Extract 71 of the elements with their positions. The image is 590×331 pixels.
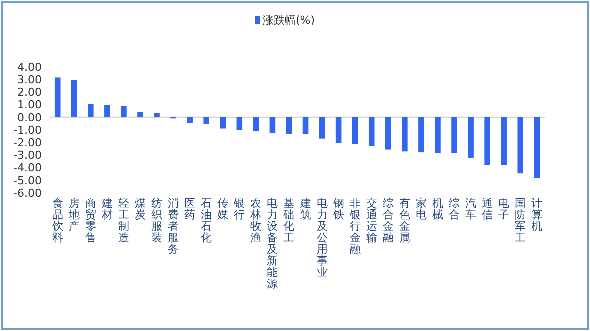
bar [236, 117, 243, 131]
bar [319, 117, 326, 139]
bar [270, 117, 276, 134]
legend-label: 涨跌幅(%) [263, 14, 316, 27]
bar [138, 112, 144, 118]
bar [220, 117, 226, 129]
x-tick-label: 综合 [449, 197, 460, 222]
x-tick-label: 计算机 [532, 197, 543, 233]
bar [154, 113, 160, 118]
x-tick-label: 石油石化 [201, 197, 212, 244]
y-tick-label: 0.00 [18, 111, 42, 124]
x-tick-label: 传媒 [218, 197, 229, 222]
bar [204, 117, 210, 124]
x-tick-label: 电子 [498, 197, 510, 222]
bar [368, 117, 375, 146]
x-tick-label: 钢铁 [332, 197, 344, 222]
x-tick-label: 农林牧渔 [250, 197, 262, 244]
bar [468, 117, 474, 158]
bar [104, 105, 110, 118]
bar [71, 80, 78, 118]
y-tick-label: 1.00 [18, 98, 42, 112]
bar [336, 117, 342, 144]
bar [54, 78, 61, 118]
bar [88, 104, 94, 118]
y-tick-label: -5.00 [14, 174, 42, 188]
x-tick-label: 电力及公用事业 [316, 197, 328, 279]
bar [518, 117, 524, 174]
x-tick-label: 国防军工 [515, 197, 526, 244]
x-tick-label: 通信 [482, 197, 494, 222]
y-tick-label: -2.00 [14, 136, 42, 150]
y-tick-label: 4.00 [18, 60, 42, 74]
x-tick-label: 消费者服务 [168, 197, 180, 256]
x-tick-label: 家电 [416, 197, 427, 222]
bar [386, 117, 392, 150]
bar [501, 117, 507, 166]
x-tick-label: 商贸零售 [85, 197, 96, 244]
bar [121, 106, 127, 118]
bar [484, 117, 490, 166]
x-tick-label: 建材 [100, 197, 113, 222]
y-tick-label: 3.00 [18, 73, 42, 86]
bar [402, 117, 408, 152]
bar [286, 117, 292, 134]
bar [435, 117, 441, 154]
bar [253, 117, 260, 132]
x-tick-label: 交通运输 [366, 197, 378, 244]
x-tick-label: 银行 [233, 197, 246, 222]
y-tick-label: -1.00 [14, 124, 42, 137]
x-tick-label: 汽车 [466, 197, 477, 222]
y-tick-label: -4.00 [14, 162, 42, 175]
x-tick-label: 食品饮料 [51, 197, 64, 244]
x-tick-label: 综合金融 [382, 197, 394, 244]
x-tick-label: 轻工制造 [118, 197, 130, 244]
y-tick-label: -6.00 [14, 186, 42, 200]
x-tick-label: 电力设备及新能源 [267, 197, 278, 290]
bar [187, 117, 193, 124]
y-tick-label: -3.00 [14, 149, 42, 162]
bar [418, 117, 424, 153]
x-tick-label: 有色金属 [399, 197, 410, 244]
x-tick-label: 非银行金融 [348, 197, 361, 256]
bar [352, 117, 358, 144]
x-tick-label: 建筑 [299, 197, 312, 222]
x-tick-label: 房地产 [68, 197, 80, 233]
x-tick-label: 基础化工 [282, 197, 295, 244]
y-tick-label: 2.00 [18, 86, 42, 100]
bar [302, 117, 309, 134]
x-tick-label: 医药 [184, 197, 196, 222]
x-tick-label: 煤炭 [134, 197, 146, 222]
x-tick-label: 纺织服装 [152, 197, 163, 244]
bar [534, 117, 540, 178]
bar [452, 117, 458, 154]
x-tick-label: 机械 [432, 197, 444, 222]
